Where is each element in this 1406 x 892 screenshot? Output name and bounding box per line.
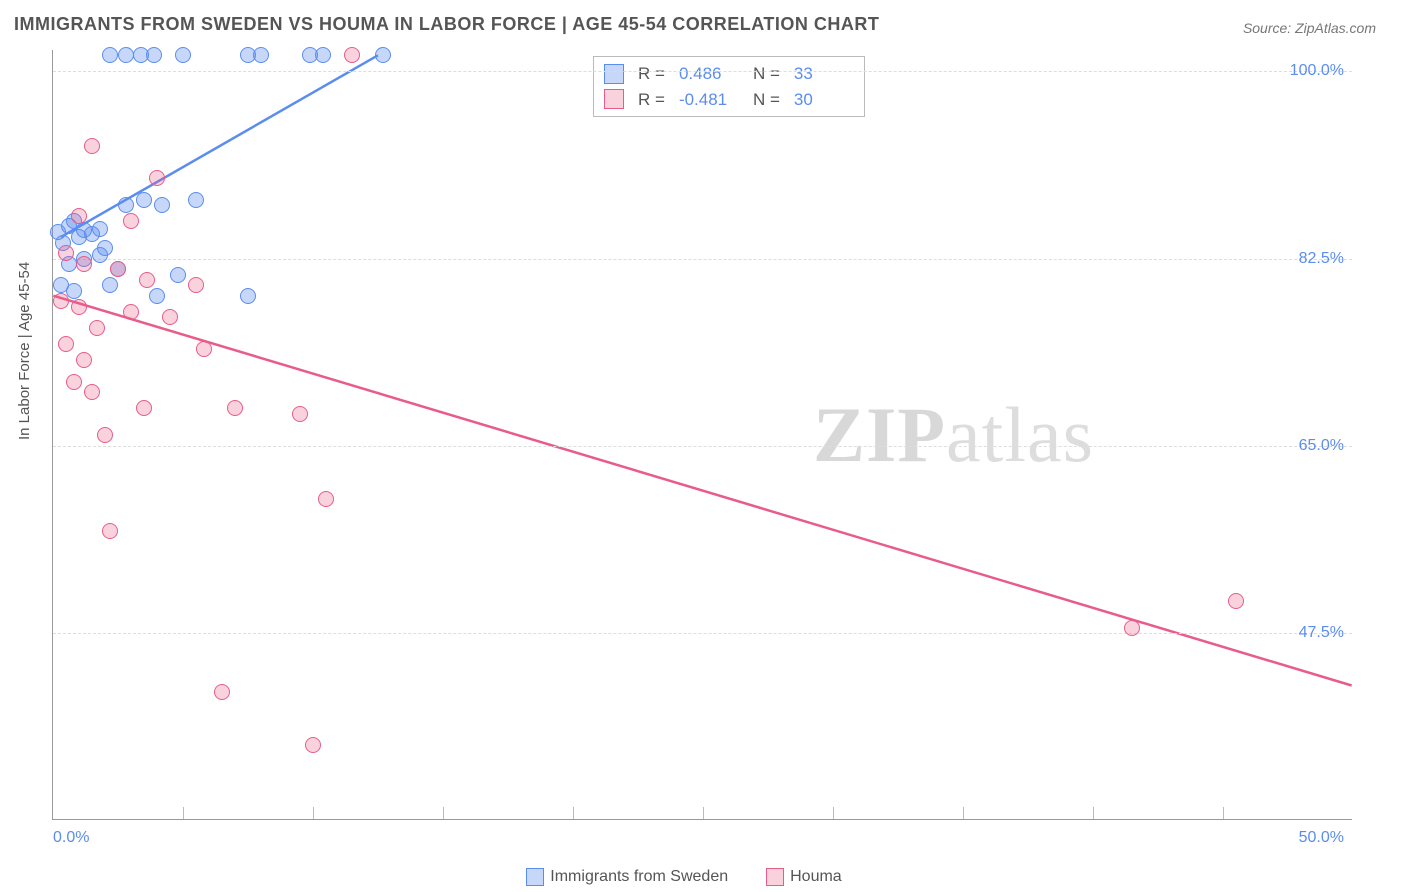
data-point: [92, 221, 108, 237]
data-point: [123, 213, 139, 229]
trend-line: [53, 296, 1351, 686]
data-point: [118, 47, 134, 63]
data-point: [136, 192, 152, 208]
data-point: [175, 47, 191, 63]
legend-swatch: [604, 64, 624, 84]
watermark: ZIPatlas: [813, 390, 1094, 480]
legend-label: Houma: [790, 868, 842, 885]
data-point: [375, 47, 391, 63]
stat-r-value: -0.481: [679, 87, 739, 113]
gridline: [53, 633, 1352, 634]
data-point: [110, 261, 126, 277]
legend-swatch: [526, 868, 544, 886]
data-point: [162, 309, 178, 325]
data-point: [53, 293, 69, 309]
data-point: [1124, 620, 1140, 636]
data-point: [58, 336, 74, 352]
x-minor-tick: [183, 807, 184, 819]
series-legend: Immigrants from Sweden Houma: [0, 868, 1406, 886]
data-point: [139, 272, 155, 288]
data-point: [154, 197, 170, 213]
x-minor-tick: [573, 807, 574, 819]
y-tick-label: 100.0%: [1290, 62, 1344, 80]
trend-lines: [53, 50, 1352, 819]
legend-label: Immigrants from Sweden: [550, 868, 728, 885]
data-point: [102, 277, 118, 293]
x-minor-tick: [833, 807, 834, 819]
stat-n-value: 30: [794, 87, 854, 113]
x-tick-min: 0.0%: [53, 829, 89, 847]
data-point: [71, 299, 87, 315]
gridline: [53, 71, 1352, 72]
data-point: [89, 320, 105, 336]
chart-title: IMMIGRANTS FROM SWEDEN VS HOUMA IN LABOR…: [14, 14, 879, 35]
gridline: [53, 259, 1352, 260]
data-point: [318, 491, 334, 507]
stat-key: N =: [753, 87, 780, 113]
data-point: [344, 47, 360, 63]
data-point: [76, 256, 92, 272]
data-point: [136, 400, 152, 416]
gridline: [53, 446, 1352, 447]
legend-row: R = 0.486 N = 33: [604, 61, 854, 87]
correlation-legend: R = 0.486 N = 33 R = -0.481 N = 30: [593, 56, 865, 117]
y-tick-label: 82.5%: [1299, 250, 1344, 268]
y-tick-label: 47.5%: [1299, 624, 1344, 642]
data-point: [292, 406, 308, 422]
data-point: [240, 288, 256, 304]
data-point: [92, 247, 108, 263]
data-point: [305, 737, 321, 753]
data-point: [315, 47, 331, 63]
data-point: [84, 138, 100, 154]
data-point: [170, 267, 186, 283]
stat-key: R =: [638, 61, 665, 87]
source-label: Source: ZipAtlas.com: [1243, 20, 1376, 36]
x-tick-max: 50.0%: [1299, 829, 1344, 847]
watermark-light: atlas: [946, 391, 1094, 478]
stat-key: N =: [753, 61, 780, 87]
data-point: [71, 208, 87, 224]
x-minor-tick: [1093, 807, 1094, 819]
x-minor-tick: [1223, 807, 1224, 819]
y-axis-label: In Labor Force | Age 45-54: [16, 262, 33, 440]
data-point: [66, 283, 82, 299]
watermark-bold: ZIP: [813, 391, 946, 478]
data-point: [188, 192, 204, 208]
data-point: [118, 197, 134, 213]
data-point: [149, 288, 165, 304]
x-minor-tick: [703, 807, 704, 819]
data-point: [188, 277, 204, 293]
x-minor-tick: [443, 807, 444, 819]
data-point: [123, 304, 139, 320]
legend-swatch: [604, 89, 624, 109]
stat-key: R =: [638, 87, 665, 113]
data-point: [97, 427, 113, 443]
trend-line: [61, 55, 378, 237]
legend-row: R = -0.481 N = 30: [604, 87, 854, 113]
data-point: [253, 47, 269, 63]
stat-n-value: 33: [794, 61, 854, 87]
data-point: [58, 245, 74, 261]
data-point: [102, 523, 118, 539]
x-minor-tick: [963, 807, 964, 819]
data-point: [196, 341, 212, 357]
data-point: [84, 384, 100, 400]
data-point: [146, 47, 162, 63]
data-point: [227, 400, 243, 416]
data-point: [66, 374, 82, 390]
x-minor-tick: [313, 807, 314, 819]
data-point: [1228, 593, 1244, 609]
data-point: [149, 170, 165, 186]
scatter-plot: ZIPatlas R =0.486N =33R =-0.481N =30 0.0…: [52, 50, 1352, 820]
stat-r-value: 0.486: [679, 61, 739, 87]
data-point: [76, 352, 92, 368]
y-tick-label: 65.0%: [1299, 437, 1344, 455]
data-point: [102, 47, 118, 63]
data-point: [214, 684, 230, 700]
legend-swatch: [766, 868, 784, 886]
